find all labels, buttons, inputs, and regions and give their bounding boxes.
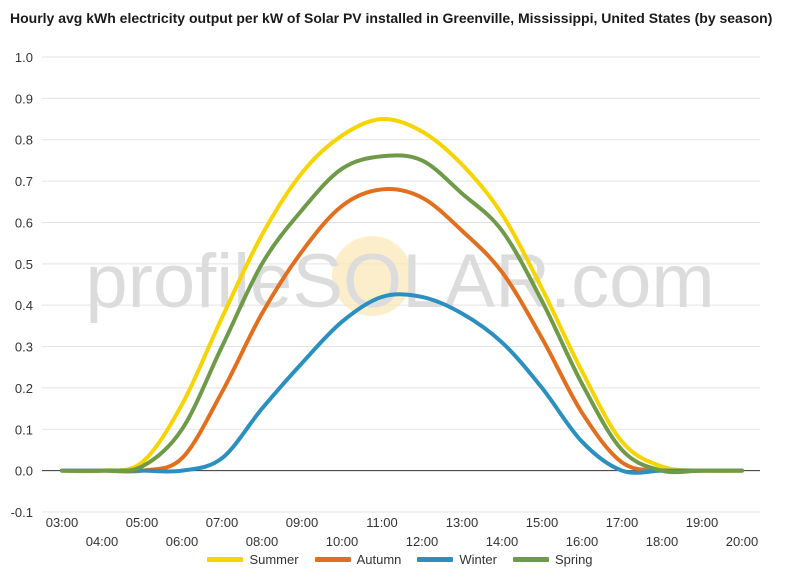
series-line-winter (60, 292, 744, 475)
x-tick-label: 14:00 (486, 534, 519, 549)
x-tick-label: 18:00 (646, 534, 679, 549)
x-tick-label: 06:00 (166, 534, 199, 549)
legend-label: Spring (554, 551, 593, 567)
y-tick-label: 0.9 (15, 91, 33, 106)
y-tick-label: 0.6 (15, 215, 33, 230)
y-tick-label: 0.2 (15, 381, 33, 396)
legend-item-autumn[interactable]: Autumn (314, 551, 402, 567)
y-tick-label: 0.4 (15, 298, 33, 313)
legend-swatch (512, 556, 549, 562)
legend: Summer Autumn Winter Spring (0, 549, 800, 569)
x-tick-label: 10:00 (326, 534, 359, 549)
y-tick-label: 0.1 (15, 422, 33, 437)
legend-item-spring[interactable]: Spring (512, 551, 593, 567)
x-tick-label: 16:00 (566, 534, 599, 549)
y-tick-label: 0.5 (15, 257, 33, 272)
x-tick-label: 04:00 (86, 534, 119, 549)
y-tick-label: 1.0 (15, 50, 33, 65)
x-tick-label: 05:00 (126, 515, 159, 530)
x-tick-label: 17:00 (606, 515, 639, 530)
series-line-autumn (60, 187, 744, 474)
watermark: profileSOLAR.com (85, 236, 715, 324)
x-tick-label: 03:00 (46, 515, 79, 530)
x-tick-label: 07:00 (206, 515, 239, 530)
y-tick-label: 0.8 (15, 133, 33, 148)
x-tick-label: 20:00 (726, 534, 759, 549)
series-line-summer (60, 117, 744, 474)
x-tick-label: 19:00 (686, 515, 719, 530)
watermark-text: profileSOLAR.com (85, 239, 714, 324)
series-lines (60, 117, 744, 475)
x-tick-label: 13:00 (446, 515, 479, 530)
legend-label: Winter (459, 551, 497, 567)
x-tick-label: 12:00 (406, 534, 439, 549)
series-line-spring (60, 153, 744, 475)
x-tick-label: 15:00 (526, 515, 559, 530)
legend-item-winter[interactable]: Winter (417, 552, 497, 567)
y-tick-label: 0.3 (15, 340, 33, 355)
x-axis-ticks: 03:00 04:00 05:00 06:00 07:00 08:00 09:00 10:00… (46, 515, 759, 549)
y-tick-label: 0.0 (15, 464, 33, 479)
legend-swatch (417, 556, 454, 562)
x-tick-label: 11:00 (366, 515, 398, 530)
legend-item-summer[interactable]: Summer (207, 551, 299, 567)
y-axis-ticks: 1.0 0.9 0.8 0.7 0.6 0.5 0.4 0.3 0.2 0.1 0.0 -0.1 (11, 50, 33, 520)
legend-label: Summer (249, 551, 299, 567)
chart-title: Hourly avg kWh electricity output per kW… (10, 10, 773, 26)
legend-swatch (207, 556, 244, 562)
y-tick-label: 0.7 (15, 174, 33, 189)
y-tick-label: -0.1 (11, 505, 33, 520)
legend-swatch (314, 556, 351, 562)
x-tick-label: 08:00 (246, 534, 279, 549)
x-tick-label: 09:00 (286, 515, 319, 530)
legend-label: Autumn (356, 551, 402, 567)
